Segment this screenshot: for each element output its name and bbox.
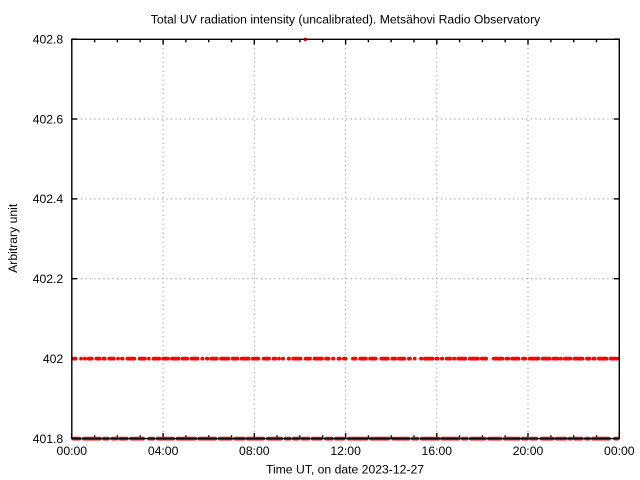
- svg-text:Arbitrary unit: Arbitrary unit: [6, 203, 20, 273]
- svg-text:00:00: 00:00: [57, 444, 88, 458]
- svg-text:402.8: 402.8: [33, 32, 64, 46]
- svg-text:402.4: 402.4: [33, 192, 64, 206]
- svg-text:20:00: 20:00: [513, 444, 544, 458]
- svg-text:Total UV radiation intensity (: Total UV radiation intensity (uncalibrat…: [151, 13, 541, 27]
- svg-text:12:00: 12:00: [330, 444, 361, 458]
- svg-text:16:00: 16:00: [422, 444, 453, 458]
- svg-text:402: 402: [43, 352, 64, 366]
- svg-text:04:00: 04:00: [148, 444, 179, 458]
- svg-text:401.8: 401.8: [33, 432, 64, 446]
- svg-text:Time UT, on date 2023-12-27: Time UT, on date 2023-12-27: [266, 463, 424, 477]
- svg-text:402.2: 402.2: [33, 272, 64, 286]
- svg-text:08:00: 08:00: [239, 444, 270, 458]
- svg-text:00:00: 00:00: [604, 444, 635, 458]
- svg-text:402.6: 402.6: [33, 112, 64, 126]
